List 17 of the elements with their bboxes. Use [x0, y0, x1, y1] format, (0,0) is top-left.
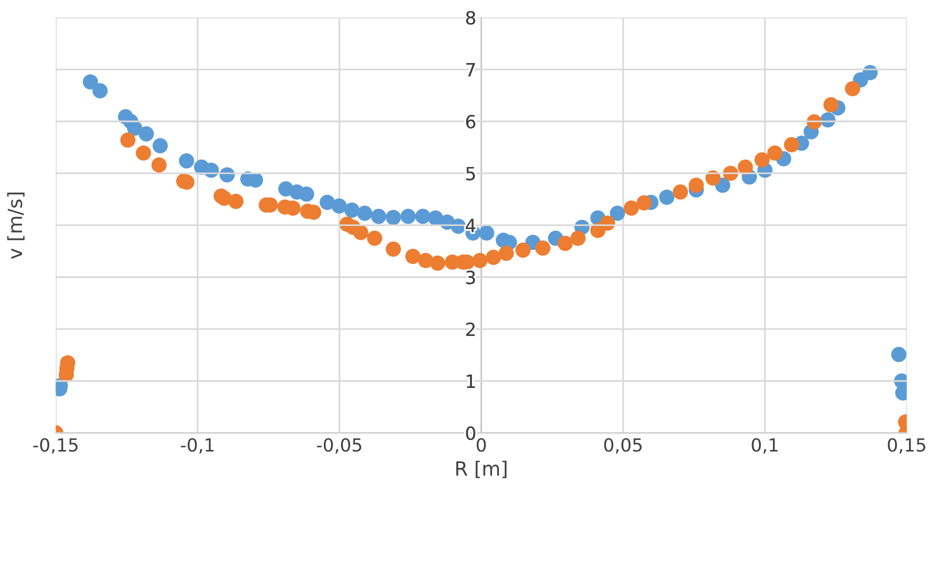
y-tick-label: 1	[466, 374, 475, 388]
x-tick-label: 0	[476, 438, 486, 452]
x-tick-label: 0,05	[604, 438, 642, 454]
y-tick-label: 7	[466, 63, 475, 76]
y-tick-label: 3	[466, 270, 475, 284]
x-tick-label: 0,15	[888, 438, 926, 454]
x-tick-label: -0,15	[33, 438, 78, 454]
y-tick-label: 2	[466, 322, 475, 336]
x-tick-label: -0,05	[316, 438, 362, 454]
y-tick-label: 6	[466, 114, 476, 129]
y-axis-title: v [m/s]	[7, 192, 25, 259]
y-tick-label: 8	[466, 11, 476, 25]
x-tick-label: -0,1	[180, 438, 214, 454]
y-tick-label: 0	[466, 426, 476, 440]
y-tick-label: 5	[466, 167, 475, 180]
x-tick-label: 0,1	[752, 438, 778, 454]
x-axis-title: R [m]	[456, 460, 507, 478]
